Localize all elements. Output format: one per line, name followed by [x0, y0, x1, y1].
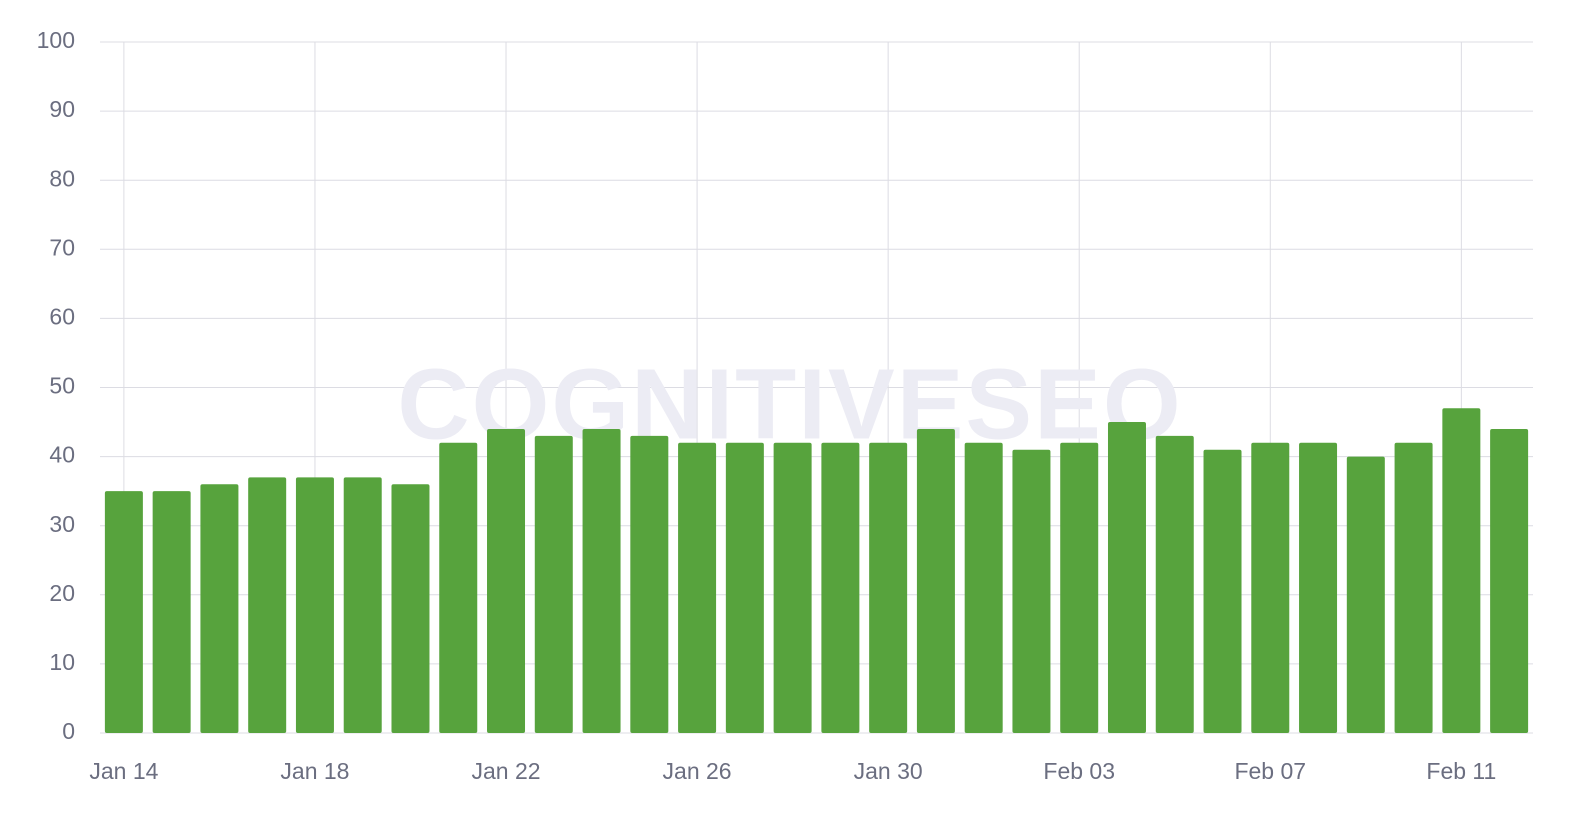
x-tick-label: Feb 03 — [1043, 758, 1115, 784]
bar — [1060, 442, 1099, 733]
bar — [869, 442, 908, 733]
bar — [964, 442, 1003, 733]
bar — [248, 477, 287, 733]
bar — [1442, 408, 1481, 733]
bar — [200, 484, 239, 733]
bar — [343, 477, 382, 733]
bar — [678, 442, 717, 733]
y-tick-label: 40 — [49, 442, 75, 468]
bar — [534, 435, 573, 733]
bar — [582, 428, 621, 733]
y-tick-label: 70 — [49, 234, 75, 260]
bar — [487, 428, 526, 733]
y-tick-label: 60 — [49, 303, 75, 329]
bar — [1251, 442, 1290, 733]
y-tick-label: 100 — [37, 27, 75, 53]
x-tick-label: Feb 07 — [1234, 758, 1306, 784]
bar — [104, 491, 143, 733]
bar — [916, 428, 955, 733]
bar — [152, 491, 191, 733]
bar — [1107, 422, 1146, 733]
y-tick-label: 0 — [62, 718, 75, 744]
bar — [439, 442, 478, 733]
bar — [773, 442, 812, 733]
x-tick-label: Jan 18 — [280, 758, 349, 784]
bar — [1299, 442, 1338, 733]
x-tick-label: Jan 26 — [663, 758, 732, 784]
y-tick-label: 10 — [49, 649, 75, 675]
y-tick-label: 90 — [49, 96, 75, 122]
bar — [1346, 456, 1385, 733]
y-tick-label: 80 — [49, 165, 75, 191]
bar — [1012, 449, 1051, 733]
bar — [821, 442, 860, 733]
y-tick-label: 30 — [49, 511, 75, 537]
x-tick-label: Jan 14 — [89, 758, 158, 784]
x-tick-label: Jan 30 — [854, 758, 923, 784]
bar — [295, 477, 334, 733]
x-tick-label: Feb 11 — [1426, 758, 1496, 784]
y-tick-label: 20 — [49, 580, 75, 606]
bar — [1155, 435, 1194, 733]
bar — [1490, 428, 1529, 733]
bar — [725, 442, 764, 733]
bar — [1394, 442, 1433, 733]
y-tick-label: 50 — [49, 373, 75, 399]
bar — [630, 435, 669, 733]
bar — [1203, 449, 1242, 733]
bar — [391, 484, 430, 733]
watermark: COGNITIVESEO — [397, 348, 1182, 460]
x-tick-label: Jan 22 — [471, 758, 540, 784]
